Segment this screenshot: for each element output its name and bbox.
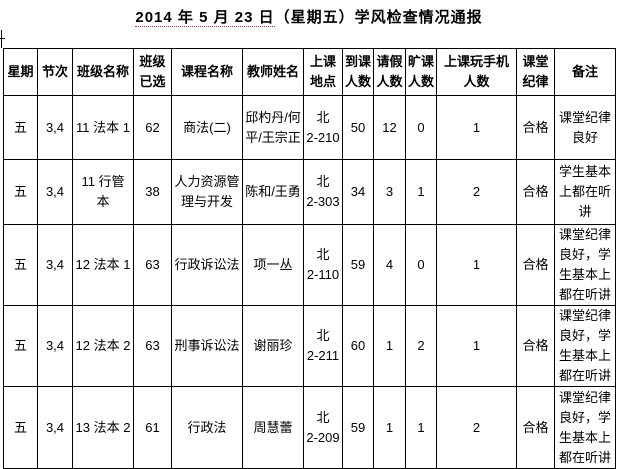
title-date: 2014 年 5 月 23 日	[135, 9, 275, 27]
table-cell: 1	[405, 159, 437, 225]
table-cell: 1	[436, 95, 517, 160]
table-cell: 合格	[516, 95, 555, 160]
column-header: 班级名称	[72, 48, 134, 96]
table-cell: 学生基本上都在听讲	[554, 159, 616, 225]
table-cell: 63	[133, 305, 172, 387]
table-cell: 五	[3, 95, 38, 160]
table-cell: 0	[405, 224, 437, 306]
table-cell: 合格	[516, 159, 555, 225]
table-cell: 3,4	[37, 159, 73, 225]
table-cell: 北 2-303	[303, 159, 343, 225]
table-cell: 1	[436, 305, 517, 387]
table-cell: 刑事诉讼法	[171, 305, 243, 387]
table-cell: 行政法	[171, 386, 243, 469]
table-cell: 59	[342, 386, 374, 469]
table-cell: 商法(二)	[171, 95, 243, 160]
table-cell: 11 行管本	[72, 159, 134, 225]
table-cell: 北 2-210	[303, 95, 343, 160]
table-cell: 谢丽珍	[242, 305, 304, 387]
inspection-table: 星期 节次 班级名称 班级已选 课程名称 教师姓名 上课地点 到课人数 请假人数 旷课人数 上课玩手…	[3, 48, 616, 469]
table-row: 五 3,4 12 法本 1 63 行政诉讼法 项一丛北 2-110 59 4 0 1 合格 课堂纪律良…	[3, 224, 616, 306]
table-cell: 周慧蕾	[242, 386, 304, 469]
table-cell: 课堂纪律良好，学生基本上都在听讲	[554, 224, 616, 306]
table-cell: 1	[373, 386, 406, 469]
table-cell: 59	[342, 224, 374, 306]
column-header: 班级已选	[133, 48, 172, 96]
table-cell: 行政诉讼法	[171, 224, 243, 306]
column-header: 星期	[3, 48, 38, 96]
table-cell: 62	[133, 95, 172, 160]
table-row: 五 3,4 11 法本 1 62 商法(二) 邱杓丹/何平/王宗正北 2-210 50 12 0…	[3, 95, 616, 160]
column-header: 节次	[37, 48, 73, 96]
table-row: 五 3,4 11 行管本 38 人力资源管理与开发 陈和/王勇北 2-303 34 3 1 2 合格…	[3, 159, 616, 225]
column-header: 上课地点	[303, 48, 343, 96]
column-header: 课堂纪律	[516, 48, 555, 96]
table-cell: 61	[133, 386, 172, 469]
table-cell: 1	[405, 386, 437, 469]
table-cell: 五	[3, 386, 38, 469]
table-cell: 人力资源管理与开发	[171, 159, 243, 225]
table-cell: 邱杓丹/何平/王宗正	[242, 95, 304, 160]
table-cell: 50	[342, 95, 374, 160]
column-header: 教师姓名	[242, 48, 304, 96]
table-cell: 合格	[516, 224, 555, 306]
table-cell: 3,4	[37, 305, 73, 387]
column-header: 备注	[554, 48, 616, 96]
title-rest: （星期五）学风检查情况通报	[274, 9, 483, 26]
column-header: 课程名称	[171, 48, 243, 96]
table-anchor-mark-horizontal	[0, 38, 5, 39]
table-cell: 63	[133, 224, 172, 306]
table-cell: 34	[342, 159, 374, 225]
table-cell: 12 法本 2	[72, 305, 134, 387]
table-cell: 课堂纪律良好，学生基本上都在听讲	[554, 305, 616, 387]
table-cell: 1	[373, 305, 406, 387]
table-cell: 12	[373, 95, 406, 160]
table-header-row: 星期 节次 班级名称 班级已选 课程名称 教师姓名 上课地点 到课人数 请假人数 旷课人数 上课玩手…	[3, 48, 616, 96]
table-cell: 北 2-211	[303, 305, 343, 387]
table-cell: 陈和/王勇	[242, 159, 304, 225]
table-cell: 2	[405, 305, 437, 387]
table-cell: 北 2-209	[303, 386, 343, 469]
column-header: 旷课人数	[405, 48, 437, 96]
table-cell: 五	[3, 159, 38, 225]
table-cell: 4	[373, 224, 406, 306]
column-header: 请假人数	[373, 48, 406, 96]
page-title: 2014 年 5 月 23 日（星期五）学风检查情况通报	[0, 6, 618, 27]
table-anchor-mark-vertical	[1, 30, 2, 48]
table-row: 五 3,4 13 法本 2 61 行政法 周慧蕾北 2-209 59 1 1 2 合格 课堂纪律良好，…	[3, 386, 616, 469]
table-cell: 60	[342, 305, 374, 387]
table-cell: 课堂纪律良好，学生基本上都在听讲	[554, 386, 616, 469]
table-cell: 3,4	[37, 224, 73, 306]
table-cell: 项一丛	[242, 224, 304, 306]
table-cell: 38	[133, 159, 172, 225]
table-cell: 12 法本 1	[72, 224, 134, 306]
table-cell: 1	[436, 224, 517, 306]
table-cell: 2	[436, 159, 517, 225]
table-cell: 合格	[516, 386, 555, 469]
table-cell: 2	[436, 386, 517, 469]
table-cell: 3	[373, 159, 406, 225]
table-cell: 0	[405, 95, 437, 160]
column-header: 上课玩手机人数	[436, 48, 517, 96]
table-cell: 3,4	[37, 95, 73, 160]
table-cell: 课堂纪律良好	[554, 95, 616, 160]
table-row: 五 3,4 12 法本 2 63 刑事诉讼法 谢丽珍北 2-211 60 1 2 1 合格 课堂纪律良…	[3, 305, 616, 387]
table-cell: 五	[3, 224, 38, 306]
table-cell: 五	[3, 305, 38, 387]
table-cell: 合格	[516, 305, 555, 387]
table-cell: 3,4	[37, 386, 73, 469]
table-cell: 11 法本 1	[72, 95, 134, 160]
column-header: 到课人数	[342, 48, 374, 96]
table-cell: 北 2-110	[303, 224, 343, 306]
table-cell: 13 法本 2	[72, 386, 134, 469]
